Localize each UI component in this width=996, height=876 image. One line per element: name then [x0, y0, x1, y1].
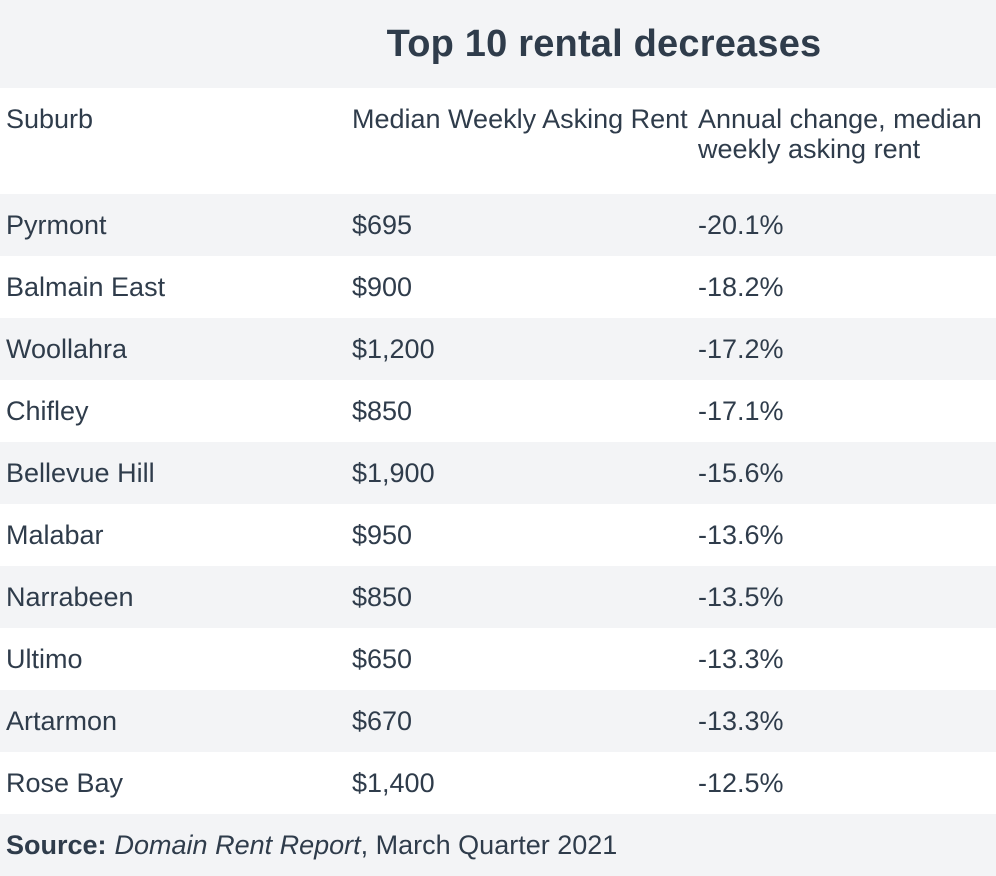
cell-annual-change: -15.6% — [698, 457, 784, 488]
cell-annual-change: -17.2% — [698, 333, 784, 364]
cell-annual-change: -13.3% — [698, 643, 784, 674]
cell-annual-change: -12.5% — [698, 767, 784, 798]
cell-annual-change: -17.1% — [698, 395, 784, 426]
cell-suburb: Woollahra — [6, 333, 128, 364]
cell-suburb: Artarmon — [6, 705, 118, 736]
table-row: Woollahra $1,200 -17.2% — [0, 318, 996, 380]
table-row: Pyrmont $695 -20.1% — [0, 194, 996, 256]
source-publication: Domain Rent Report — [114, 829, 361, 860]
table-row: Rose Bay $1,400 -12.5% — [0, 752, 996, 814]
header-row: Suburb Median Weekly Asking Rent Annual … — [0, 88, 996, 194]
cell-median-rent: $1,400 — [352, 767, 435, 798]
table-row: Malabar $950 -13.6% — [0, 504, 996, 566]
cell-annual-change: -18.2% — [698, 271, 784, 302]
cell-annual-change: -13.3% — [698, 705, 784, 736]
cell-median-rent: $850 — [352, 395, 413, 426]
rental-table: Suburb Median Weekly Asking Rent Annual … — [0, 88, 996, 814]
cell-median-rent: $695 — [352, 209, 413, 240]
cell-annual-change: -13.6% — [698, 519, 784, 550]
table-row: Narrabeen $850 -13.5% — [0, 566, 996, 628]
cell-suburb: Bellevue Hill — [6, 457, 155, 488]
source-label: Source: — [6, 829, 107, 860]
cell-median-rent: $900 — [352, 271, 413, 302]
cell-median-rent: $670 — [352, 705, 413, 736]
source-detail: , March Quarter 2021 — [360, 829, 618, 860]
table-row: Chifley $850 -17.1% — [0, 380, 996, 442]
cell-suburb: Balmain East — [6, 271, 166, 302]
table-body: Pyrmont $695 -20.1% Balmain East $900 -18.2% W… — [0, 194, 996, 814]
cell-median-rent: $950 — [352, 519, 413, 550]
table-row: Bellevue Hill $1,900 -15.6% — [0, 442, 996, 504]
cell-median-rent: $650 — [352, 643, 413, 674]
cell-suburb: Ultimo — [6, 643, 83, 674]
cell-median-rent: $1,900 — [352, 457, 435, 488]
header-suburb: Suburb — [6, 104, 94, 134]
header-median-rent: Median Weekly Asking Rent — [352, 104, 688, 134]
table-title: Top 10 rental decreases — [386, 22, 822, 65]
header-annual-change: Annual change, median weekly asking rent — [698, 104, 982, 164]
cell-median-rent: $1,200 — [352, 333, 435, 364]
cell-median-rent: $850 — [352, 581, 413, 612]
cell-suburb: Malabar — [6, 519, 104, 550]
source-note: Source: Domain Rent Report , March Quart… — [0, 814, 996, 876]
cell-suburb: Chifley — [6, 395, 89, 426]
cell-annual-change: -13.5% — [698, 581, 784, 612]
cell-annual-change: -20.1% — [698, 209, 784, 240]
cell-suburb: Pyrmont — [6, 209, 107, 240]
cell-suburb: Narrabeen — [6, 581, 134, 612]
cell-suburb: Rose Bay — [6, 767, 124, 798]
table-row: Balmain East $900 -18.2% — [0, 256, 996, 318]
table-row: Ultimo $650 -13.3% — [0, 628, 996, 690]
table-row: Artarmon $670 -13.3% — [0, 690, 996, 752]
